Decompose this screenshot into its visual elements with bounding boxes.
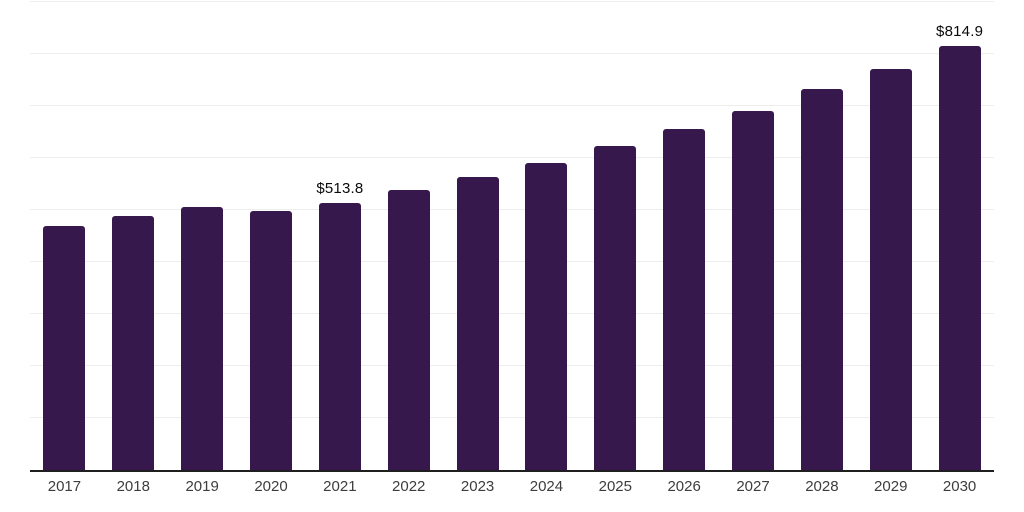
gridline-300 <box>30 313 994 314</box>
x-axis-labels: 2017 2018 2019 2020 2021 2022 2023 2024 2025 2026… <box>30 478 994 495</box>
bar-band-2028 <box>787 2 856 470</box>
x-tick-2020: 2020 <box>254 478 288 495</box>
bar-band-2030: $814.9 <box>925 2 994 470</box>
bar-band-2025 <box>581 2 650 470</box>
gridline-800 <box>30 53 994 54</box>
gridline-400 <box>30 261 994 262</box>
bar-band-2029 <box>856 2 925 470</box>
plot-area: $513.8 $814.9 <box>30 1 994 472</box>
gridline-900 <box>30 1 994 2</box>
value-label-2021: $513.8 <box>316 179 364 197</box>
bar-2024 <box>525 162 568 470</box>
gridline-700 <box>30 105 994 106</box>
x-tick-2019: 2019 <box>185 478 219 495</box>
gridline-100 <box>30 417 994 418</box>
bar-2026 <box>663 129 706 470</box>
x-tick-2026: 2026 <box>667 478 701 495</box>
bar-band-2024 <box>512 2 581 470</box>
value-label-2030: $814.9 <box>936 23 984 41</box>
bar-2029 <box>869 69 912 470</box>
bar-band-2026 <box>650 2 719 470</box>
bar-2020 <box>250 211 292 470</box>
x-tick-2021: 2021 <box>323 478 357 495</box>
bar-band-2021: $513.8 <box>305 2 374 470</box>
x-tick-2017: 2017 <box>47 478 82 495</box>
x-tick-2024: 2024 <box>529 478 564 495</box>
bar-band-2017 <box>30 2 99 470</box>
bar-2027 <box>732 111 775 470</box>
bar-2021 <box>318 202 361 470</box>
bar-band-2023 <box>443 2 512 470</box>
bars-container: $513.8 $814.9 <box>30 2 994 470</box>
x-tick-2025: 2025 <box>598 478 632 495</box>
x-tick-2028: 2028 <box>805 478 839 495</box>
x-tick-2018: 2018 <box>116 478 150 495</box>
bar-band-2027 <box>719 2 788 470</box>
x-tick-2027: 2027 <box>736 478 770 495</box>
x-tick-2023: 2023 <box>460 478 495 495</box>
gridline-200 <box>30 365 994 366</box>
bar-2025 <box>594 146 637 470</box>
bar-band-2020 <box>237 2 306 470</box>
bar-band-2018 <box>99 2 168 470</box>
bar-2022 <box>387 189 430 470</box>
bar-2019 <box>181 207 224 470</box>
bar-2028 <box>800 89 843 470</box>
gridline-500 <box>30 209 994 210</box>
bar-2030 <box>938 46 981 470</box>
x-tick-2030: 2030 <box>942 478 977 495</box>
gridline-600 <box>30 157 994 158</box>
bar-2018 <box>112 216 155 470</box>
bar-2023 <box>456 176 499 470</box>
bar-band-2022 <box>374 2 443 470</box>
x-tick-2022: 2022 <box>392 478 426 495</box>
x-tick-2029: 2029 <box>874 478 908 495</box>
bar-band-2019 <box>168 2 237 470</box>
bar-2017 <box>43 226 86 470</box>
